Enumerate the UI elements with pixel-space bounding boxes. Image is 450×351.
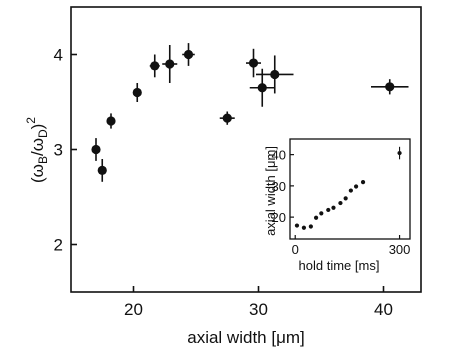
y-tick-label: 30 [272,179,286,194]
marker [97,165,107,175]
data-point [132,83,142,102]
inset-y-axis-title: axial width [μm] [263,146,278,236]
data-point [91,138,101,161]
marker [150,61,160,71]
marker [319,211,324,216]
inset-ticks: 0 300 20 30 40 [272,148,411,257]
x-tick-label: 20 [124,300,143,319]
marker [257,83,267,93]
y-tick-label: 4 [54,46,63,65]
marker [248,58,259,68]
data-point [326,207,331,213]
inset-x-axis-title: hold time [ms] [299,258,380,273]
data-point [149,54,160,78]
marker [301,225,307,230]
data-point [256,55,294,94]
main-x-axis-title: axial width [μm] [187,328,305,347]
y-tick-label: 3 [54,141,63,160]
data-point [294,223,300,228]
x-tick-label: 300 [389,242,411,257]
marker [183,49,194,60]
inset-plot-frame [289,138,411,240]
marker [294,223,300,228]
data-point [348,188,353,193]
data-point [331,205,336,210]
data-point [353,184,359,189]
marker [360,180,366,185]
data-point [319,211,324,216]
data-point [313,215,319,220]
marker [270,69,280,80]
marker [132,87,142,98]
marker [91,144,101,155]
data-point [182,43,195,66]
data-point [371,79,409,95]
marker [348,188,353,193]
main-ticks: 20 30 40 2 3 4 [54,46,393,320]
marker [165,59,175,69]
marker [331,205,336,210]
marker [222,113,232,123]
data-point [301,225,307,230]
data-point [106,113,116,129]
data-point [338,200,343,206]
marker [343,196,348,201]
data-point [246,48,261,78]
x-tick-label: 30 [249,300,268,319]
y-tick-label: 20 [272,210,286,225]
marker [353,184,359,189]
marker [385,82,395,92]
x-tick-label: 40 [374,300,393,319]
x-tick-label: 0 [292,242,299,257]
marker [338,200,343,206]
main-y-axis-title: (ωB/ωD)2 [24,117,50,183]
marker [397,150,402,156]
inset-data-points [294,146,402,230]
marker [106,116,116,126]
main-data-points [91,43,409,182]
inset-background [284,135,414,255]
marker [313,215,319,220]
marker [326,207,331,213]
y-tick-label: 2 [54,236,63,255]
y-tick-label: 40 [272,148,286,163]
data-point [343,196,348,201]
marker [308,224,313,229]
data-point [397,146,402,160]
data-point [97,159,107,182]
data-point [219,111,235,125]
data-point [308,224,313,229]
data-point [162,45,178,83]
data-point [360,180,366,185]
